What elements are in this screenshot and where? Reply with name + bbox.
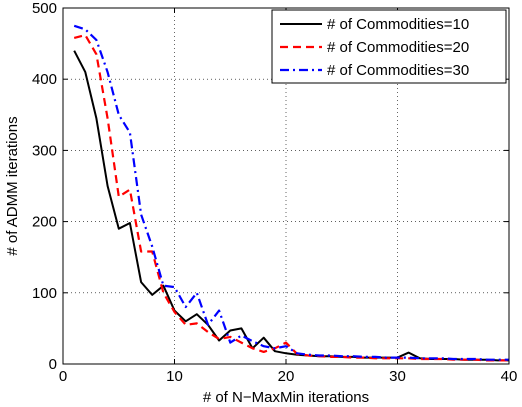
y-tick-label: 200 <box>32 214 57 231</box>
y-tick-label: 400 <box>32 71 57 88</box>
y-tick-label: 100 <box>32 285 57 302</box>
series-layer <box>73 24 509 362</box>
series-line-3 <box>73 24 509 361</box>
legend-label-1: # of Commodities=10 <box>327 16 469 33</box>
y-tick-label: 0 <box>49 356 57 373</box>
x-tick-label: 30 <box>389 368 406 385</box>
legend: # of Commodities=10 # of Commodities=20 # … <box>271 9 507 84</box>
legend-label-3: # of Commodities=30 <box>327 62 469 79</box>
x-tick-label: 20 <box>278 368 295 385</box>
y-axis-label: # of ADMM iterations <box>4 116 21 255</box>
y-tick-label: 300 <box>32 142 57 159</box>
y-tick-label: 500 <box>32 0 57 17</box>
x-axis-label: # of N−MaxMin iterations <box>203 389 369 406</box>
x-tick-label: 40 <box>501 368 518 385</box>
legend-label-2: # of Commodities=20 <box>327 39 469 56</box>
x-tick-label: 0 <box>59 368 67 385</box>
x-tick-label: 10 <box>166 368 183 385</box>
ticks <box>62 7 510 365</box>
grid <box>63 8 509 364</box>
